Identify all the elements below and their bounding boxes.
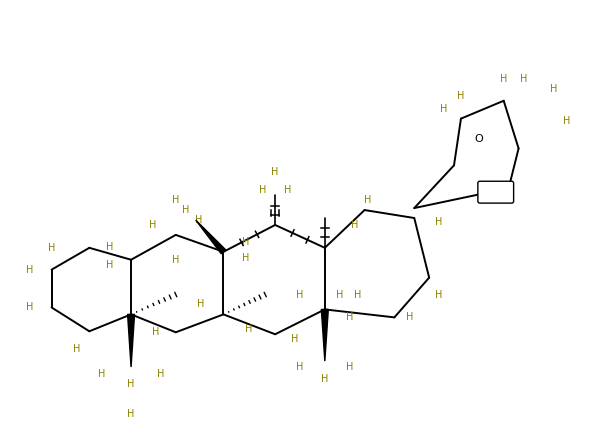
- Text: H: H: [321, 374, 328, 384]
- Text: H: H: [149, 220, 157, 230]
- Text: H: H: [354, 290, 361, 300]
- Text: H: H: [26, 302, 33, 312]
- FancyBboxPatch shape: [478, 181, 514, 203]
- Text: H: H: [152, 327, 160, 337]
- Text: H: H: [172, 195, 179, 205]
- Text: H: H: [440, 104, 448, 114]
- Text: H: H: [105, 260, 113, 270]
- Text: H: H: [336, 290, 343, 300]
- Text: H: H: [406, 312, 413, 322]
- Text: H: H: [563, 116, 570, 126]
- Text: H: H: [98, 369, 105, 379]
- Polygon shape: [128, 314, 135, 367]
- Text: H: H: [457, 91, 465, 101]
- Text: H: H: [550, 84, 557, 94]
- Text: H: H: [291, 334, 299, 344]
- Text: H: H: [48, 243, 55, 253]
- Text: H: H: [73, 344, 80, 354]
- Text: H: H: [259, 185, 266, 195]
- Text: H: H: [195, 215, 202, 225]
- Polygon shape: [195, 220, 226, 254]
- Polygon shape: [321, 309, 328, 361]
- Text: H: H: [241, 253, 249, 263]
- Text: H: H: [346, 362, 353, 372]
- Text: H: H: [500, 74, 507, 84]
- Text: H: H: [284, 185, 292, 195]
- Text: H: H: [244, 324, 252, 334]
- Text: H: H: [197, 300, 204, 310]
- Text: Abs: Abs: [488, 187, 504, 197]
- Text: H: H: [172, 255, 179, 265]
- Text: H: H: [128, 409, 135, 419]
- Text: H: H: [351, 220, 358, 230]
- Text: H: H: [105, 242, 113, 252]
- Text: H: H: [436, 290, 443, 300]
- Text: H: H: [157, 369, 164, 379]
- Text: H: H: [182, 205, 190, 215]
- Text: H: H: [346, 312, 353, 322]
- Text: H: H: [436, 217, 443, 227]
- Text: H: H: [364, 195, 371, 205]
- Text: H: H: [296, 290, 304, 300]
- Text: H: H: [520, 74, 527, 84]
- Text: H: H: [26, 265, 33, 275]
- Text: O: O: [474, 134, 483, 144]
- Text: H: H: [271, 167, 279, 177]
- Text: H: H: [241, 237, 249, 247]
- Text: H: H: [296, 362, 304, 372]
- Text: H: H: [128, 379, 135, 389]
